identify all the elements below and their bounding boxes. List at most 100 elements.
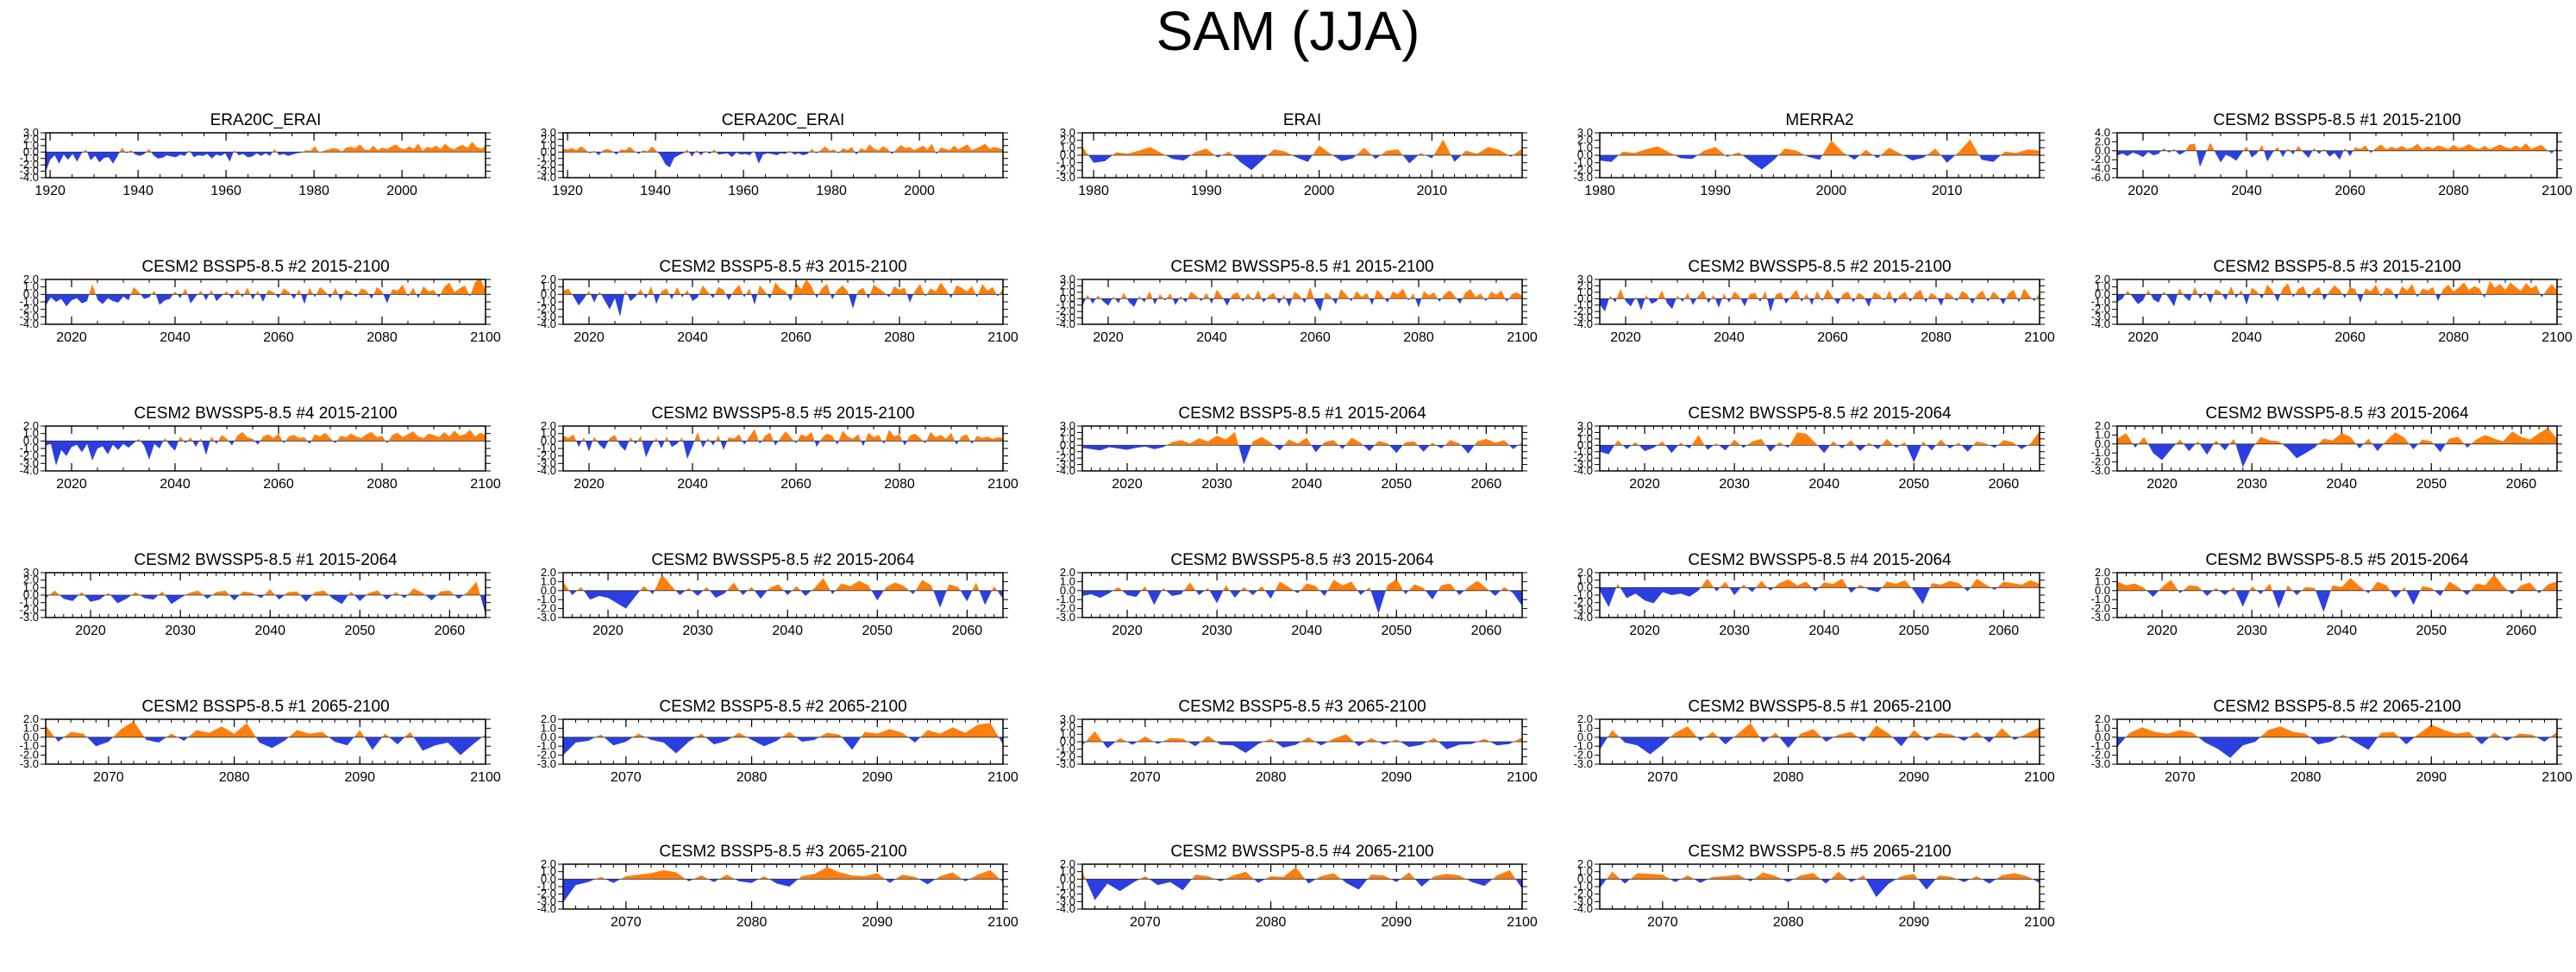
chart-panel: CESM2 BSSP5-8.5 #2 2065-2100 2.01.00.0-1.… <box>2091 698 2573 785</box>
y-tick-label: 0.0 <box>1577 292 1593 304</box>
x-tick-label: 2070 <box>1647 915 1678 930</box>
plot-frame <box>45 425 486 472</box>
x-tick-label: 2080 <box>1773 915 1804 930</box>
x-tick-label: 2060 <box>2506 477 2537 492</box>
y-tick-label: -2.0 <box>1574 163 1593 176</box>
x-tick-label: 2060 <box>1300 330 1331 345</box>
positive-area <box>46 141 486 153</box>
y-tick-label: -2.0 <box>1056 749 1075 762</box>
y-tick-label: -4.0 <box>537 902 556 915</box>
x-tick-label: 2040 <box>772 624 803 638</box>
positive-area <box>563 279 1003 295</box>
x-tick-label: 2040 <box>677 477 708 492</box>
y-tick-label: -1.0 <box>1056 743 1075 756</box>
y-tick-label: -3.0 <box>1574 603 1593 616</box>
y-tick-label: 0.0 <box>1577 731 1593 743</box>
plot-frame <box>45 132 486 179</box>
y-tick-label: 0.0 <box>23 731 39 743</box>
y-tick-label: -2.0 <box>1056 451 1075 464</box>
y-tick-label: -2.0 <box>2091 153 2110 166</box>
y-tick-label: -1.0 <box>537 880 556 893</box>
x-tick-label: 2020 <box>2128 330 2159 345</box>
y-tick-label: -3.0 <box>537 165 556 178</box>
chart-panel: CESM2 BWSSP5-8.5 #4 2015-2100 2.01.00.0-1… <box>20 404 501 492</box>
y-tick-label: -3.0 <box>20 456 39 469</box>
y-tick-label: -2.0 <box>1056 887 1075 900</box>
y-tick-label: -1.0 <box>2091 295 2110 308</box>
x-tick-label: 2100 <box>2542 330 2573 345</box>
negative-area <box>1600 587 2040 607</box>
y-tick-label: 1.0 <box>2095 721 2110 734</box>
y-tick-label: 2.0 <box>1060 720 1075 733</box>
y-tick-label: -2.0 <box>537 602 556 615</box>
y-tick-label: 0.0 <box>23 287 39 300</box>
y-tick-label: 0.0 <box>2095 287 2110 300</box>
positive-area <box>2117 574 2557 591</box>
y-tick-label: -4.0 <box>2091 317 2110 330</box>
chart-title: CESM2 BSSP5-8.5 #3 2065-2100 <box>1178 698 1426 716</box>
y-tick-label: 2.0 <box>541 712 556 725</box>
y-tick-label: -3.0 <box>2091 757 2110 770</box>
negative-area <box>1082 879 1522 900</box>
y-tick-label: -3.0 <box>1056 311 1075 324</box>
y-tick-label: -3.0 <box>20 611 39 624</box>
x-tick-label: 2100 <box>2542 184 2573 198</box>
x-tick-label: 2070 <box>1130 915 1161 930</box>
y-tick-label: -1.0 <box>1056 445 1075 458</box>
y-tick-label: 0.0 <box>23 145 39 158</box>
y-tick-label: -6.0 <box>2091 171 2110 184</box>
y-tick-label: 2.0 <box>2095 135 2110 147</box>
positive-area <box>46 279 486 295</box>
plot-frame <box>562 863 1004 910</box>
chart-panel: CESM2 BWSSP5-8.5 #3 2015-2064 2.01.00.0-1… <box>2091 404 2562 492</box>
positive-area <box>1600 871 2040 880</box>
y-tick-label: -2.0 <box>537 449 556 462</box>
plot-frame <box>1599 279 2040 325</box>
negative-area <box>2117 150 2557 167</box>
x-tick-label: 2040 <box>1291 624 1322 638</box>
y-tick-label: 1.0 <box>1577 285 1593 298</box>
plot-frame <box>562 279 1004 325</box>
x-tick-label: 1940 <box>122 184 154 198</box>
positive-area <box>563 429 1003 442</box>
plot-frame <box>562 425 1004 472</box>
y-tick-label: -4.0 <box>1574 611 1593 624</box>
y-tick-label: -1.0 <box>1574 739 1593 752</box>
x-tick-label: 2070 <box>2165 770 2196 785</box>
y-tick-label: -3.0 <box>2091 464 2110 477</box>
x-tick-label: 2030 <box>2236 477 2267 492</box>
x-tick-label: 2070 <box>611 915 642 930</box>
x-tick-label: 2020 <box>1629 624 1660 638</box>
negative-area <box>2117 590 2557 612</box>
x-tick-label: 2080 <box>367 477 398 492</box>
y-tick-label: 3.0 <box>1577 273 1593 285</box>
y-tick-label: 1.0 <box>541 427 556 440</box>
x-tick-label: 1980 <box>298 184 329 198</box>
y-tick-label: -3.0 <box>2091 310 2110 323</box>
x-tick-label: 2030 <box>1719 624 1750 638</box>
y-tick-label: -3.0 <box>537 611 556 624</box>
chart-panel: CESM2 BSSP5-8.5 #1 2015-2100 4.02.00.0-2.… <box>2091 111 2573 198</box>
chart-title: CESM2 BWSSP5-8.5 #1 2065-2100 <box>1688 698 1951 716</box>
y-tick-label: 3.0 <box>1577 126 1593 139</box>
y-tick-label: -3.0 <box>537 456 556 469</box>
positive-area <box>2117 142 2557 151</box>
chart-title: CESM2 BSSP5-8.5 #2 2065-2100 <box>2213 698 2460 716</box>
y-tick-label: -3.0 <box>1056 611 1075 624</box>
x-tick-label: 2060 <box>1471 477 1502 492</box>
positive-area <box>1600 430 2040 446</box>
chart-panel: CESM2 BWSSP5-8.5 #2 2015-2064 3.02.01.00.… <box>1574 404 2045 492</box>
x-tick-label: 2060 <box>2335 330 2366 345</box>
x-tick-label: 1980 <box>816 184 847 198</box>
y-tick-label: 2.0 <box>541 566 556 579</box>
chart-panel: CESM2 BSSP5-8.5 #3 2065-2100 2.01.00.0-1.… <box>537 843 1018 930</box>
chart-panel: CESM2 BSSP5-8.5 #1 2065-2100 2.01.00.0-1.… <box>20 698 501 785</box>
y-tick-label: -3.0 <box>1574 757 1593 770</box>
chart-panel: CESM2 BWSSP5-8.5 #3 2015-2064 2.01.00.0-1… <box>1056 551 1527 638</box>
y-tick-label: 3.0 <box>541 126 556 139</box>
chart-title: CESM2 BWSSP5-8.5 #4 2015-2064 <box>1688 551 1952 569</box>
y-tick-label: -3.0 <box>1574 171 1593 184</box>
x-tick-label: 2080 <box>1256 770 1287 785</box>
y-tick-label: 3.0 <box>23 126 39 139</box>
